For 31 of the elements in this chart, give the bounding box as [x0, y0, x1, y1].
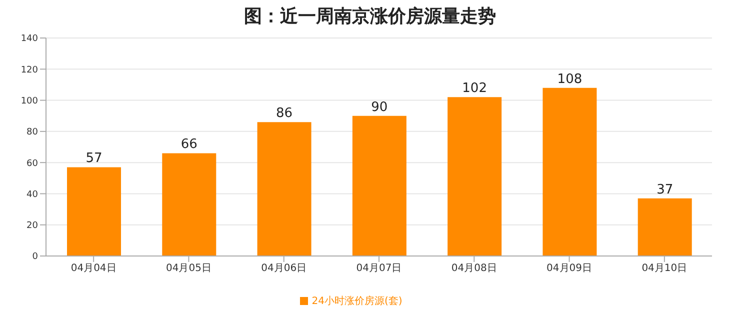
y-tick-label: 0	[32, 252, 38, 262]
y-tick-label: 60	[26, 158, 38, 169]
x-tick-label: 04月07日	[356, 263, 402, 274]
y-tick-label: 100	[20, 96, 38, 106]
x-tick-label: 04月10日	[642, 263, 688, 274]
x-tick-label: 04月04日	[70, 263, 116, 274]
x-tick-label: 04月06日	[261, 263, 307, 274]
data-label: 102	[462, 81, 487, 96]
bar	[448, 97, 502, 256]
bar	[638, 198, 692, 256]
y-tick-label: 80	[26, 128, 38, 138]
y-tick-label: 20	[26, 221, 38, 232]
data-label: 57	[86, 151, 102, 166]
y-tick-label: 120	[20, 65, 38, 76]
legend-label: 24小时涨价房源(套)	[312, 296, 402, 307]
bar	[257, 122, 312, 256]
data-label: 90	[371, 100, 388, 115]
bar	[352, 116, 406, 256]
x-tick-label: 04月05日	[166, 263, 212, 274]
data-label: 108	[557, 72, 582, 87]
chart-title: 图：近一周南京涨价房源量走势	[243, 5, 497, 29]
data-label: 86	[276, 106, 293, 122]
bar	[67, 167, 121, 256]
y-tick-label: 40	[26, 190, 38, 200]
x-tick-label: 04月09日	[546, 263, 592, 274]
bar	[162, 153, 216, 256]
data-label: 66	[180, 137, 198, 152]
x-tick-label: 04月08日	[451, 263, 497, 274]
y-tick-label: 140	[20, 34, 38, 44]
data-label: 37	[656, 182, 674, 198]
bar	[542, 88, 597, 256]
